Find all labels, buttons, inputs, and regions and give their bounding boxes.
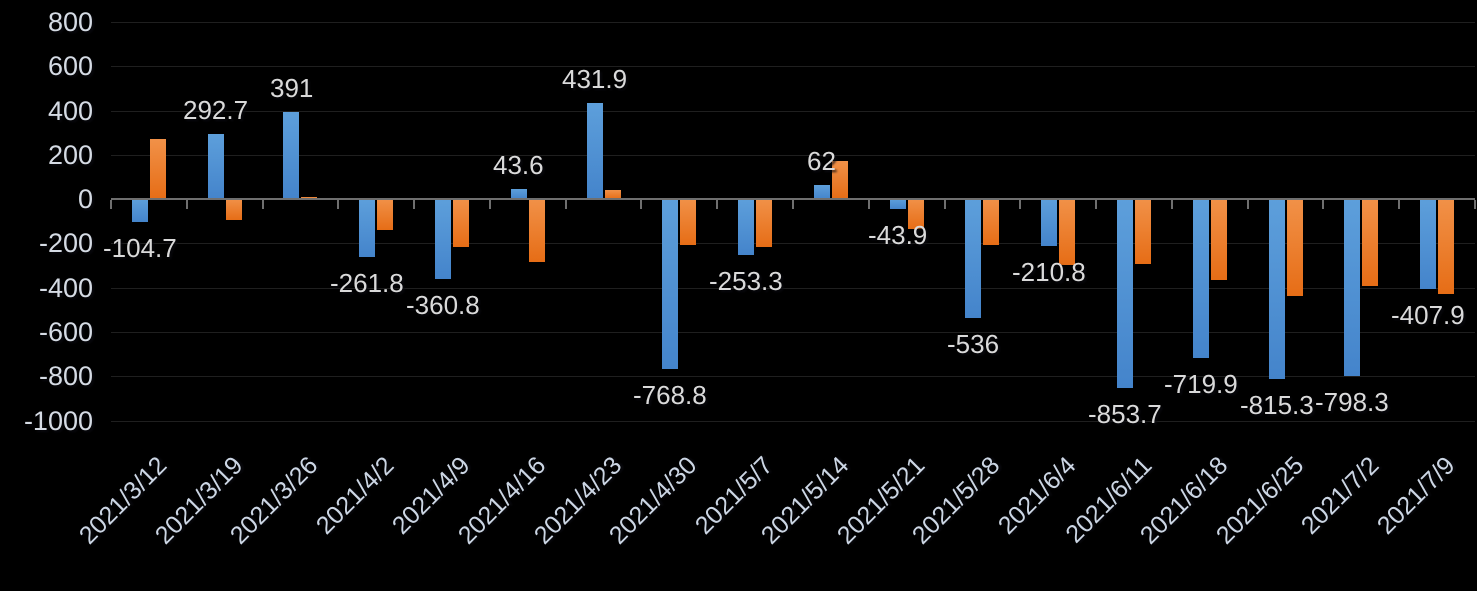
data-label: 391	[270, 73, 314, 103]
x-axis-tick-label: 2021/7/2	[1295, 451, 1385, 540]
x-axis-tick	[1247, 200, 1249, 209]
data-label: -104.7	[103, 233, 177, 263]
bar-blue	[1117, 199, 1133, 388]
x-axis-tick-label: 2021/4/2	[310, 451, 400, 540]
bar-blue	[814, 185, 830, 199]
x-axis-line	[111, 198, 1475, 200]
data-label: 62	[807, 146, 836, 176]
gridline	[111, 288, 1475, 289]
y-axis-tick-label: 200	[47, 140, 93, 170]
bar-orange	[226, 199, 242, 220]
x-axis-tick	[1398, 200, 1400, 209]
bar-orange	[1135, 199, 1151, 264]
y-axis-tick-label: 400	[47, 96, 93, 126]
bar-blue	[1269, 199, 1285, 379]
bar-blue	[1420, 199, 1436, 289]
bar-orange	[1287, 199, 1303, 296]
data-label: -261.8	[330, 268, 404, 298]
x-axis-tick	[640, 200, 642, 209]
data-label: -210.8	[1012, 257, 1086, 287]
bar-orange	[1211, 199, 1227, 280]
data-label: -43.9	[868, 220, 928, 250]
data-label: -253.3	[709, 266, 783, 296]
y-axis-tick-label: -400	[38, 273, 93, 303]
data-label: -536	[947, 329, 1000, 359]
x-axis-tick	[489, 200, 491, 209]
data-label: -360.8	[406, 290, 480, 320]
data-label: -719.9	[1164, 369, 1238, 399]
bar-orange	[983, 199, 999, 245]
x-axis-tick	[337, 200, 339, 209]
x-axis-tick	[413, 200, 415, 209]
gridline	[111, 111, 1475, 112]
bar-blue	[965, 199, 981, 318]
x-axis-tick	[110, 200, 112, 209]
gridline	[111, 376, 1475, 377]
x-axis-tick	[565, 200, 567, 209]
bar-blue	[511, 189, 527, 199]
y-axis-tick-label: -800	[38, 361, 93, 391]
bar-orange	[150, 139, 166, 199]
bar-orange	[832, 161, 848, 199]
data-label: 431.9	[562, 64, 628, 94]
x-axis-tick	[1171, 200, 1173, 209]
gridline	[111, 421, 1475, 422]
x-axis-tick	[186, 200, 188, 209]
bar-orange	[680, 199, 696, 245]
bar-orange	[529, 199, 545, 262]
bar-blue	[587, 103, 603, 199]
gridline	[111, 155, 1475, 156]
gridline	[111, 332, 1475, 333]
x-axis-tick	[1474, 200, 1476, 209]
x-axis-tick	[1322, 200, 1324, 209]
bar-blue	[132, 199, 148, 222]
y-axis-tick-label: -600	[38, 317, 93, 347]
bar-blue	[738, 199, 754, 255]
data-label: -798.3	[1315, 387, 1389, 417]
bar-blue	[662, 199, 678, 369]
bar-blue	[890, 199, 906, 209]
bar-orange	[377, 199, 393, 230]
data-label: -853.7	[1088, 399, 1162, 429]
y-axis-tick-label: 800	[47, 7, 93, 37]
x-axis-tick	[1095, 200, 1097, 209]
x-axis-tick-label: 2021/7/9	[1371, 451, 1461, 540]
data-label: -815.3	[1240, 390, 1314, 420]
x-axis-tick	[262, 200, 264, 209]
gridline	[111, 243, 1475, 244]
bar-orange	[605, 190, 621, 199]
y-axis-tick-label: 0	[77, 184, 93, 214]
x-axis-tick	[1019, 200, 1021, 209]
data-label: 292.7	[183, 95, 249, 125]
gridline	[111, 22, 1475, 23]
bar-orange	[453, 199, 469, 247]
bar-orange	[908, 199, 924, 229]
y-axis-tick-label: -1000	[23, 406, 93, 436]
bar-blue	[1193, 199, 1209, 358]
bar-blue	[1344, 199, 1360, 376]
x-axis-tick	[716, 200, 718, 209]
bar-blue	[208, 134, 224, 199]
data-label: -407.9	[1391, 300, 1465, 330]
x-axis-tick	[792, 200, 794, 209]
data-label: 43.6	[493, 150, 544, 180]
bar-orange	[1059, 199, 1075, 265]
x-axis-tick	[868, 200, 870, 209]
bar-blue	[283, 112, 299, 199]
bar-orange	[1362, 199, 1378, 286]
bar-blue	[435, 199, 451, 279]
bar-blue	[359, 199, 375, 257]
data-label: -768.8	[633, 380, 707, 410]
y-axis-tick-label: 600	[47, 51, 93, 81]
x-axis-tick	[944, 200, 946, 209]
bar-blue	[1041, 199, 1057, 246]
gridline	[111, 66, 1475, 67]
y-axis-tick-label: -200	[38, 228, 93, 258]
bar-orange	[1438, 199, 1454, 294]
bar-orange	[756, 199, 772, 247]
